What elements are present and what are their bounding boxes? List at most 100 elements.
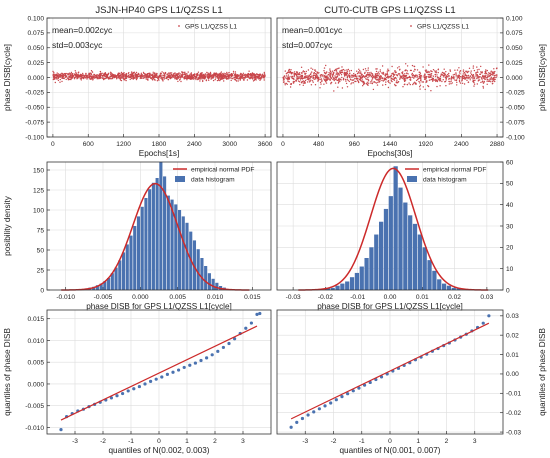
data-point bbox=[391, 80, 393, 83]
histogram-bar bbox=[151, 182, 155, 290]
pdf-curve bbox=[61, 182, 250, 291]
qq-point bbox=[188, 363, 192, 367]
data-point bbox=[67, 73, 69, 75]
data-point bbox=[337, 79, 340, 81]
data-point bbox=[439, 80, 442, 82]
histogram-bar bbox=[170, 199, 174, 290]
data-point bbox=[263, 71, 265, 74]
data-point bbox=[445, 76, 447, 79]
data-point bbox=[493, 79, 496, 81]
data-point bbox=[396, 79, 398, 81]
data-point bbox=[367, 67, 369, 69]
data-point bbox=[419, 82, 421, 84]
data-point bbox=[72, 75, 75, 77]
data-point bbox=[130, 75, 132, 77]
data-point bbox=[239, 77, 241, 79]
legend-histogram-label: data histogram bbox=[423, 177, 467, 184]
data-point bbox=[374, 76, 377, 78]
data-point bbox=[300, 77, 303, 80]
data-point bbox=[54, 75, 56, 77]
data-point bbox=[452, 77, 454, 79]
data-point bbox=[244, 77, 246, 80]
data-point bbox=[348, 80, 350, 83]
data-point bbox=[439, 76, 442, 78]
data-point bbox=[173, 74, 175, 76]
y-axis-label: phase DISB[cycle] bbox=[538, 44, 547, 111]
data-point bbox=[285, 82, 288, 85]
qq-point bbox=[210, 353, 214, 357]
data-point bbox=[426, 80, 428, 82]
data-point bbox=[333, 90, 335, 92]
data-point bbox=[83, 75, 85, 77]
data-point bbox=[166, 75, 168, 77]
data-point bbox=[197, 78, 199, 81]
data-point bbox=[156, 80, 159, 82]
data-point bbox=[178, 79, 181, 81]
data-point bbox=[377, 78, 379, 80]
data-point bbox=[104, 72, 107, 74]
x-tick-label: 1800 bbox=[152, 141, 167, 148]
data-point bbox=[123, 74, 125, 76]
data-point bbox=[299, 77, 301, 80]
data-point bbox=[359, 75, 361, 78]
data-point bbox=[478, 68, 480, 71]
data-point bbox=[428, 71, 431, 73]
y-tick-label: -0.075 bbox=[506, 119, 525, 126]
data-point bbox=[464, 73, 466, 75]
data-point bbox=[169, 77, 171, 79]
data-point bbox=[73, 78, 76, 80]
data-point bbox=[337, 72, 339, 74]
data-point bbox=[376, 76, 378, 79]
data-point bbox=[382, 80, 384, 82]
data-point bbox=[418, 80, 420, 83]
x-tick-label: 1 bbox=[416, 438, 420, 445]
data-point bbox=[302, 71, 304, 73]
data-point bbox=[198, 76, 200, 79]
data-point bbox=[319, 74, 322, 77]
data-point bbox=[323, 83, 325, 85]
data-point bbox=[150, 74, 152, 77]
data-point bbox=[203, 76, 205, 79]
data-point bbox=[450, 80, 452, 82]
data-point bbox=[261, 77, 263, 79]
data-point bbox=[367, 75, 369, 77]
data-point bbox=[94, 76, 97, 79]
data-point bbox=[131, 77, 133, 80]
histogram-bar bbox=[121, 252, 126, 290]
x-tick-label: 0.000 bbox=[132, 294, 149, 301]
data-point bbox=[75, 71, 77, 74]
data-point bbox=[301, 74, 304, 77]
qq-point bbox=[487, 314, 491, 318]
scatter-series bbox=[282, 63, 498, 92]
data-point bbox=[132, 73, 134, 75]
data-point bbox=[129, 74, 132, 76]
data-point bbox=[315, 70, 317, 73]
histogram-bar bbox=[432, 270, 437, 290]
data-point bbox=[313, 74, 316, 77]
data-point bbox=[227, 76, 229, 78]
data-point bbox=[171, 77, 173, 79]
data-point bbox=[375, 70, 378, 73]
data-point bbox=[455, 79, 458, 82]
data-point bbox=[394, 71, 397, 74]
qq-point bbox=[171, 370, 175, 374]
data-point bbox=[205, 74, 207, 76]
data-point bbox=[341, 70, 343, 72]
data-point bbox=[334, 82, 337, 84]
data-point bbox=[496, 75, 498, 77]
data-point bbox=[123, 76, 125, 78]
chart-title: JSJN-HP40 GPS L1/QZSS L1 bbox=[95, 5, 222, 16]
data-point bbox=[473, 76, 475, 78]
x-axis-label: phase DISB for GPS L1/QZSS L1[cycle] bbox=[317, 302, 463, 311]
data-point bbox=[242, 73, 244, 76]
data-point bbox=[399, 77, 401, 80]
data-point bbox=[436, 76, 439, 78]
data-point bbox=[154, 79, 156, 81]
data-point bbox=[254, 77, 257, 79]
data-point bbox=[453, 78, 455, 80]
data-point bbox=[321, 80, 323, 83]
data-point bbox=[329, 70, 332, 73]
data-point bbox=[337, 86, 339, 88]
data-point bbox=[336, 75, 339, 77]
data-point bbox=[432, 69, 435, 71]
